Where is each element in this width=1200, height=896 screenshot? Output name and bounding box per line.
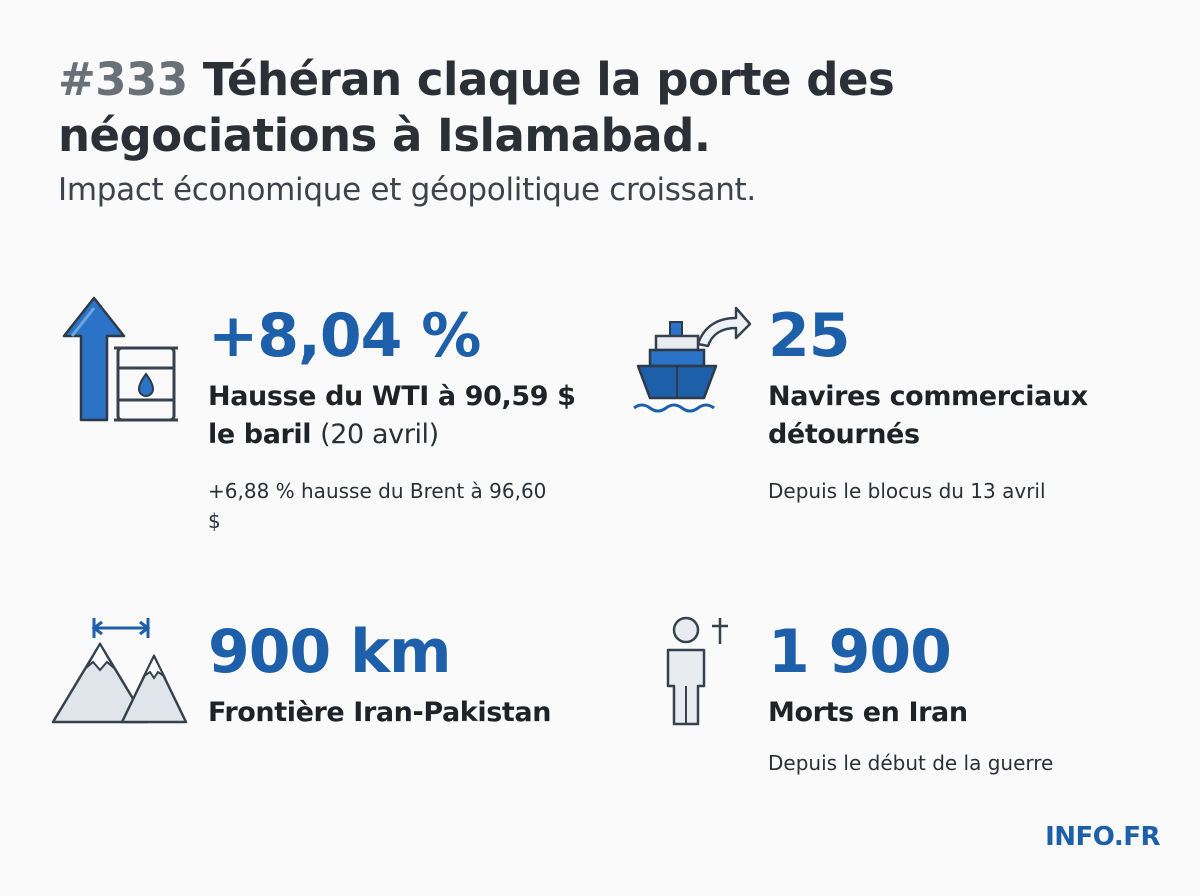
stat-deaths: 1 900 Morts en Iran Depuis le début de l… [768,618,1148,778]
diverted-ship-icon [633,306,752,413]
stat-note: +6,88 % hausse du Brent à 96,60 $ [208,479,547,533]
stat-value: 900 km [208,617,452,687]
issue-number: #333 [58,53,188,106]
stat-border: 900 km Frontière Iran-Pakistan [208,618,608,732]
stat-ships: 25 Navires commerciaux détournés Depuis … [768,302,1148,506]
headline: Téhéran claque la porte des négociations… [58,53,895,162]
stat-label: Frontière Iran-Pakistan [208,697,552,728]
deceased-person-icon [666,616,728,726]
stat-label: Navires commerciaux détournés [768,381,1088,450]
page-title: #333 Téhéran claque la porte des négocia… [58,52,1158,164]
stat-value: 1 900 [768,617,952,687]
mountain-border-icon [51,618,188,724]
stat-label: Morts en Iran [768,697,968,728]
stat-oil-price: +8,04 % Hausse du WTI à 90,59 $ le baril… [208,302,598,536]
brand-logo: INFO.FR [1045,822,1160,852]
stat-value: +8,04 % [208,301,481,371]
page-subtitle: Impact économique et géopolitique croiss… [58,172,756,208]
stat-value: 25 [768,301,851,371]
stat-note: Depuis le blocus du 13 avril [768,479,1046,503]
oil-price-up-icon [62,296,178,422]
stat-note: Depuis le début de la guerre [768,751,1054,775]
stat-label: Hausse du WTI à 90,59 $ le baril (20 avr… [208,381,576,450]
